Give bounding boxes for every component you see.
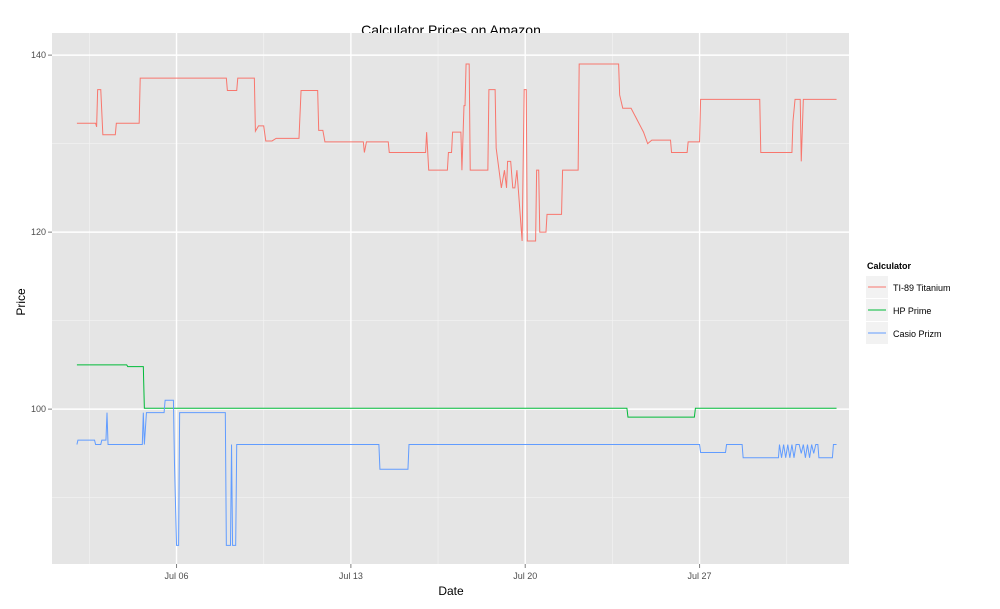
- series-line-ti-89-titanium: [76, 63, 837, 242]
- legend-label: TI-89 Titanium: [893, 283, 951, 293]
- legend-label: HP Prime: [893, 306, 931, 316]
- x-axis: Jul 06 Jul 13 Jul 20 Jul 27: [165, 564, 712, 581]
- x-tick-label: Jul 13: [339, 571, 363, 581]
- x-tick-label: Jul 06: [165, 571, 189, 581]
- series-lines: [76, 63, 837, 546]
- legend-title: Calculator: [867, 261, 912, 271]
- x-tick-label: Jul 20: [513, 571, 537, 581]
- y-tick-label: 140: [31, 50, 46, 60]
- y-axis-title: Price: [14, 288, 28, 316]
- x-tick-label: Jul 27: [688, 571, 712, 581]
- series-line-hp-prime: [76, 364, 837, 418]
- y-axis: 100 120 140: [31, 50, 52, 414]
- major-gridlines: [52, 33, 849, 564]
- legend: Calculator TI-89 Titanium HP Prime Casio P…: [866, 261, 951, 344]
- plot-panel: [52, 33, 849, 564]
- x-axis-title: Date: [438, 584, 464, 598]
- minor-gridlines: [52, 33, 849, 564]
- y-tick-label: 100: [31, 404, 46, 414]
- y-tick-label: 120: [31, 227, 46, 237]
- legend-label: Casio Prizm: [893, 329, 942, 339]
- legend-items: TI-89 Titanium HP Prime Casio Prizm: [866, 276, 951, 344]
- series-line-casio-prizm: [76, 399, 837, 546]
